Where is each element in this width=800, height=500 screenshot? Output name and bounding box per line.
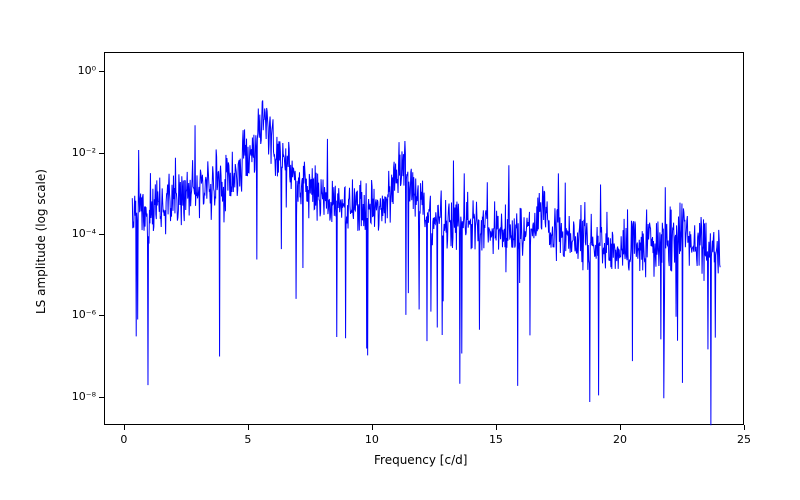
x-tick-mark	[372, 425, 373, 430]
y-tick-mark	[99, 234, 104, 235]
x-tick-mark	[496, 425, 497, 430]
x-tick-label: 0	[109, 433, 139, 446]
x-axis-label: Frequency [c/d]	[374, 453, 467, 467]
x-tick-label: 15	[481, 433, 511, 446]
x-tick-label: 5	[233, 433, 263, 446]
x-tick-mark	[620, 425, 621, 430]
x-tick-label: 20	[605, 433, 635, 446]
x-tick-label: 10	[357, 433, 387, 446]
y-tick-mark	[99, 397, 104, 398]
x-tick-label: 25	[729, 433, 759, 446]
y-axis-label: LS amplitude (log scale)	[34, 169, 48, 314]
x-tick-mark	[248, 425, 249, 430]
y-tick-label: 10⁻²	[56, 146, 96, 159]
y-tick-label: 10⁻⁸	[56, 390, 96, 403]
y-tick-mark	[99, 153, 104, 154]
periodogram-line	[105, 53, 745, 426]
spectrum-path	[132, 100, 720, 425]
plot-area	[104, 52, 744, 425]
x-tick-mark	[124, 425, 125, 430]
y-tick-label: 10⁻⁶	[56, 308, 96, 321]
figure: LS amplitude (log scale) Frequency [c/d]…	[0, 0, 800, 500]
y-tick-label: 10⁰	[56, 64, 96, 77]
y-tick-mark	[99, 71, 104, 72]
x-tick-mark	[744, 425, 745, 430]
y-tick-label: 10⁻⁴	[56, 227, 96, 240]
y-tick-mark	[99, 315, 104, 316]
